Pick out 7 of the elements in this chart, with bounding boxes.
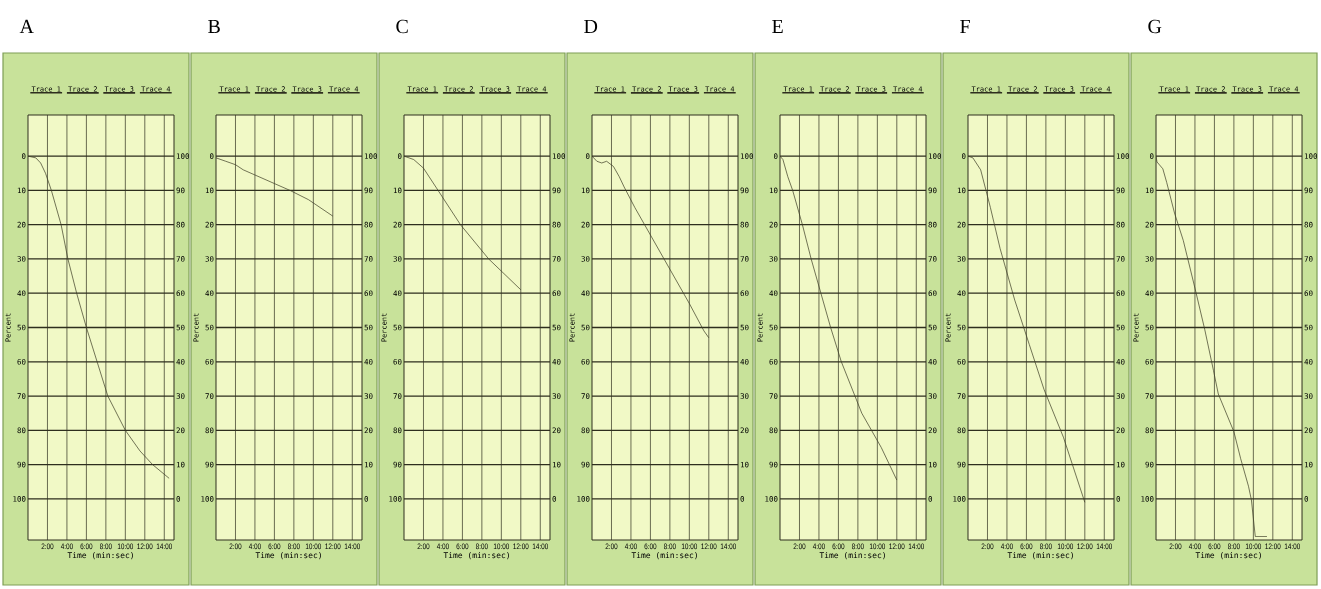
chart-title: A xyxy=(19,19,34,33)
chart-title: F xyxy=(960,19,970,33)
chart-title: E xyxy=(772,19,783,33)
chart-title: B xyxy=(208,19,220,34)
chart-title: G xyxy=(1148,19,1162,34)
chart-title: C xyxy=(396,19,408,34)
chart-title: D xyxy=(584,19,598,34)
